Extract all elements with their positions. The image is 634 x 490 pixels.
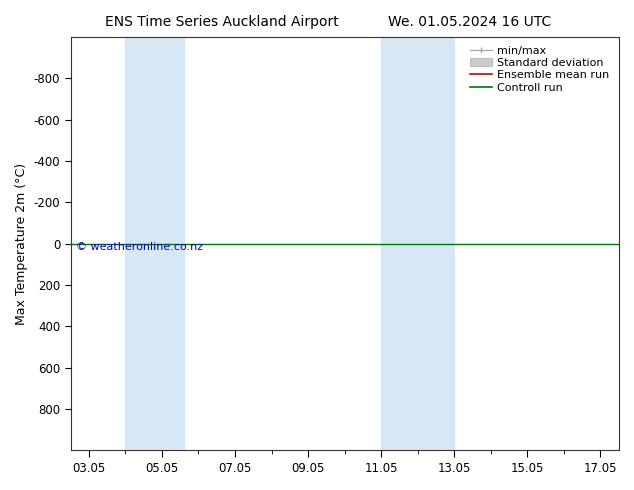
Bar: [381, 37, 454, 450]
Text: We. 01.05.2024 16 UTC: We. 01.05.2024 16 UTC: [387, 15, 551, 29]
Bar: [126, 37, 184, 450]
Text: ENS Time Series Auckland Airport: ENS Time Series Auckland Airport: [105, 15, 339, 29]
Text: © weatheronline.co.nz: © weatheronline.co.nz: [76, 242, 204, 251]
Legend: min/max, Standard deviation, Ensemble mean run, Controll run: min/max, Standard deviation, Ensemble me…: [467, 43, 613, 96]
Y-axis label: Max Temperature 2m (°C): Max Temperature 2m (°C): [15, 163, 28, 325]
